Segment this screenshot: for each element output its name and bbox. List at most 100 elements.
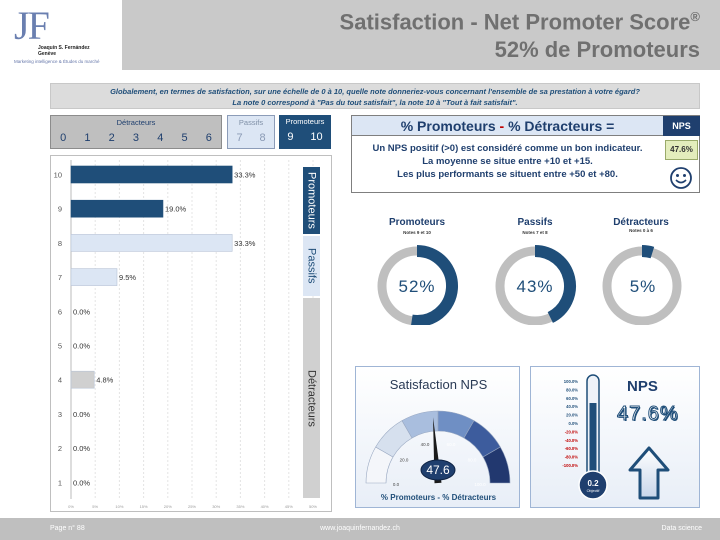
formula-text: Un NPS positif (>0) est considéré comme … (352, 142, 663, 181)
donut-charts (377, 245, 682, 325)
thermometer-tick-label: 40.0% (566, 404, 578, 409)
y-tick-label: 6 (58, 307, 62, 316)
donut-arc-2 (641, 245, 655, 259)
x-tick-label: 30% (212, 504, 220, 509)
survey-question: Globalement, en termes de satisfaction, … (50, 83, 700, 109)
thermometer-tick-label: 80.0% (566, 387, 578, 392)
thermometer-fill (589, 403, 597, 487)
thermometer-svg: 100.0% 80.0% 60.0% 40.0% 20.0% 0.0% -20.0% -40.… (562, 374, 608, 500)
y-tick-label: 7 (58, 273, 62, 282)
scale-passifs-label: Passifs (238, 118, 264, 127)
thermometer-tick-label: -80.0% (565, 455, 579, 460)
registered-mark: ® (690, 9, 700, 24)
formula-text-line2: La moyenne se situe entre +10 et +15. (422, 156, 593, 167)
scale-number-5: 5 (181, 132, 188, 144)
footer-url[interactable]: www.joaquinfernandez.ch (320, 525, 400, 532)
bar-chart: 0% 5% 10% 15% 20% 25% 30% 35% 40% 45% 50% 10 33.3% 9 1… (50, 155, 332, 512)
gauge-tick-label: 0.0 (393, 482, 400, 487)
scale-number-10: 10 (310, 131, 323, 143)
bar-7 (70, 268, 118, 286)
up-arrow-icon (628, 446, 670, 500)
formula-detracteurs: % Détracteurs = (508, 118, 615, 134)
formula-minus: - (495, 118, 509, 134)
nps-header: NPS (663, 116, 700, 136)
gauge-tick-label: 80.0 (468, 457, 477, 462)
thermometer-panel: 100.0% 80.0% 60.0% 40.0% 20.0% 0.0% -20.0% -40.… (530, 366, 700, 508)
thermometer-title: NPS (627, 378, 658, 395)
scale-number-7: 7 (236, 132, 243, 144)
x-tick-label: 15% (140, 504, 148, 509)
side-label-promoteurs: Promoteurs (305, 172, 318, 229)
thermometer-tick-label: 20.0% (566, 413, 578, 418)
scale-promoteurs: Promoteurs 9 10 (279, 115, 331, 149)
gauge-tick-label: 40.0 (421, 442, 430, 447)
x-tick-label: 5% (92, 504, 98, 509)
bar-4 (70, 370, 95, 389)
detracteurs-band (303, 298, 320, 498)
scale-detracteurs-numbers: 0 1 2 3 4 5 6 (51, 132, 221, 144)
scale-number-4: 4 (157, 132, 164, 144)
y-tick-label: 10 (54, 171, 62, 180)
data-label-3: 0.0% (73, 410, 90, 419)
formula-promoteurs: % Promoteurs (400, 118, 496, 134)
formula-text-line3: Les plus performants se situent entre +5… (397, 169, 618, 180)
donut-value-promoteurs: 52% (398, 277, 436, 296)
x-tick-label: 40% (261, 504, 269, 509)
x-tick-label: 50% (309, 504, 317, 509)
y-tick-label: 2 (58, 444, 62, 453)
gauge-tick-label: 20.0 (400, 457, 409, 462)
gauge-value-label: 47.6 (426, 463, 450, 477)
formula-title: % Promoteurs - % Détracteurs = (352, 116, 663, 136)
question-line2: La note 0 correspond à "Pas du tout sati… (232, 98, 518, 107)
x-tick-label: 10% (115, 504, 123, 509)
thermometer-bulb-label: Objectif (587, 489, 601, 493)
page-number: Page n° 88 (50, 525, 85, 532)
footer-section: Data science (661, 525, 702, 532)
data-label-9: 19.0% (165, 205, 187, 214)
x-tick-label: 35% (236, 504, 244, 509)
thermometer-tick-label: 60.0% (566, 396, 578, 401)
scale-detracteurs: Détracteurs 0 1 2 3 4 5 6 (50, 115, 222, 149)
y-tick-label: 3 (58, 410, 62, 419)
donut-title-promoteurs: Promoteurs (388, 217, 446, 228)
gauge-footer: % Promoteurs - % Détracteurs (380, 493, 497, 502)
promoteurs-band (303, 167, 320, 234)
data-label-1: 0.0% (73, 478, 90, 487)
scale-number-1: 1 (84, 132, 91, 144)
donut-title-detracteurs: Détracteurs (613, 217, 669, 228)
y-tick-label: 9 (58, 205, 62, 214)
nps-value: 47.6% (665, 140, 698, 160)
scale-passifs: Passifs 7 8 (227, 115, 275, 149)
gauge-panel: Satisfaction NPS 0.0 20.0 40.0 60.0 80.0 100.… (355, 366, 520, 508)
bar-9 (70, 199, 164, 218)
donut-value-detracteurs: 5% (629, 277, 657, 296)
donut-sub-promoteurs: Notes 9 et 10 (403, 230, 431, 235)
thermometer-tick-label: -60.0% (565, 446, 579, 451)
x-tick-label: 0% (68, 504, 74, 509)
thermometer-tick-label: 100.0% (564, 379, 578, 384)
donut-sub-passifs: Notes 7 et 8 (522, 230, 548, 235)
bar-chart-svg: 0% 5% 10% 15% 20% 25% 30% 35% 40% 45% 50% 10 33.3% 9 1… (54, 160, 317, 509)
thermometer-tick-label: -40.0% (565, 438, 579, 443)
scale-number-8: 8 (259, 132, 266, 144)
bar-10 (70, 165, 233, 184)
side-label-detracteurs: Détracteurs (305, 369, 318, 427)
donut-arc-1 (534, 245, 576, 323)
scale-promoteurs-numbers: 9 10 (279, 131, 331, 143)
scale-number-6: 6 (205, 132, 212, 144)
data-label-7: 9.5% (119, 273, 136, 282)
y-tick-label: 4 (58, 376, 62, 385)
question-line1: Globalement, en termes de satisfaction, … (110, 87, 640, 96)
thermometer-value: 47.6% (617, 403, 679, 426)
x-tick-label: 25% (188, 504, 196, 509)
bar-8 (70, 234, 233, 252)
x-tick-label: 45% (285, 504, 293, 509)
passifs-band (303, 236, 320, 296)
smiley-icon (670, 167, 692, 189)
thermometer-tick-label: -20.0% (565, 429, 579, 434)
donut-sub-detracteurs: Notes 0 à 6 (629, 228, 653, 233)
thermometer-bulb-value: 0.2 (587, 479, 599, 488)
logo-name: Joaquín S. Fernández Genève (38, 45, 90, 57)
footer: Page n° 88 www.joaquinfernandez.ch Data … (0, 518, 720, 540)
page-title-text: Satisfaction - Net Promoter Score (339, 9, 691, 35)
